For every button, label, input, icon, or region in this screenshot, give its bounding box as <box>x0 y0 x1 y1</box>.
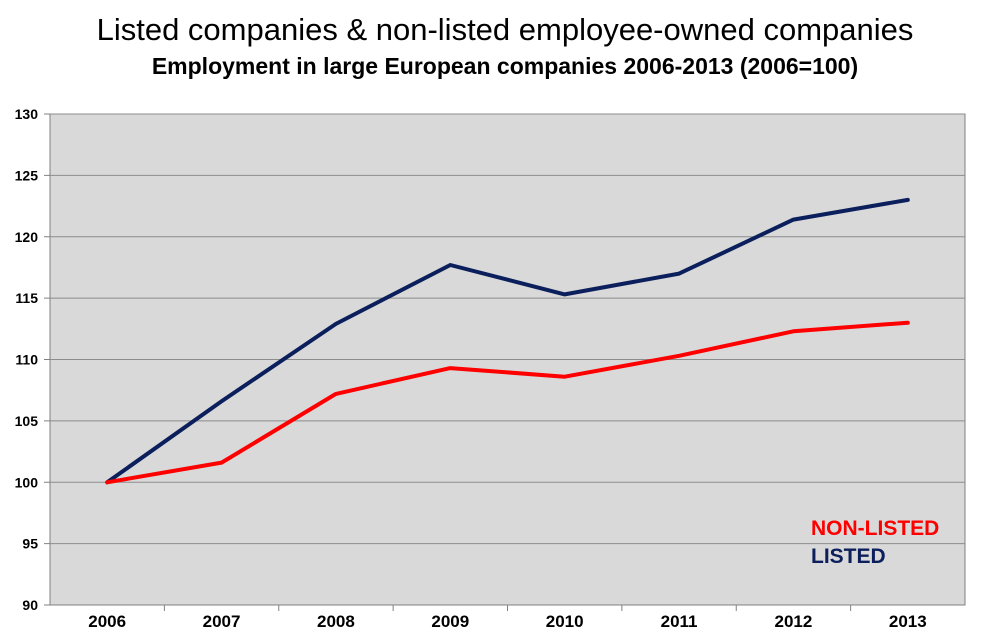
y-tick-label: 95 <box>22 536 38 552</box>
x-tick-label: 2010 <box>546 612 584 631</box>
legend-entry-non-listed: NON-LISTED <box>811 517 940 540</box>
y-tick-label: 120 <box>15 229 39 245</box>
y-tick-label: 115 <box>15 290 38 306</box>
x-tick-label: 2012 <box>775 612 813 631</box>
series-line-non-listed <box>105 320 910 485</box>
y-tick-label: 100 <box>15 474 39 490</box>
series-line-listed <box>105 197 910 485</box>
x-tick-label: 2009 <box>431 612 469 631</box>
y-tick-label: 130 <box>15 106 39 122</box>
gridlines <box>50 113 965 545</box>
x-tick-label: 2013 <box>889 612 927 631</box>
x-axis-ticks: 2006 2007 2008 2009 2010 2011 2012 2013 <box>88 605 927 631</box>
x-tick-label: 2011 <box>661 612 698 631</box>
chart-title: Listed companies & non-listed employee-o… <box>96 12 914 47</box>
series-lines <box>105 197 910 485</box>
y-tick-label: 125 <box>15 167 39 183</box>
y-tick-label: 90 <box>22 597 38 613</box>
y-tick-label: 105 <box>15 413 39 429</box>
x-tick-label: 2006 <box>88 612 126 631</box>
y-axis-ticks: 90 95 100 105 110 115 120 125 130 <box>15 106 50 613</box>
x-tick-label: 2008 <box>317 612 355 631</box>
chart-subtitle: Employment in large European companies 2… <box>151 53 859 79</box>
x-tick-label: 2007 <box>203 612 241 631</box>
legend-entry-listed: LISTED <box>811 545 886 568</box>
y-tick-label: 110 <box>15 352 38 368</box>
